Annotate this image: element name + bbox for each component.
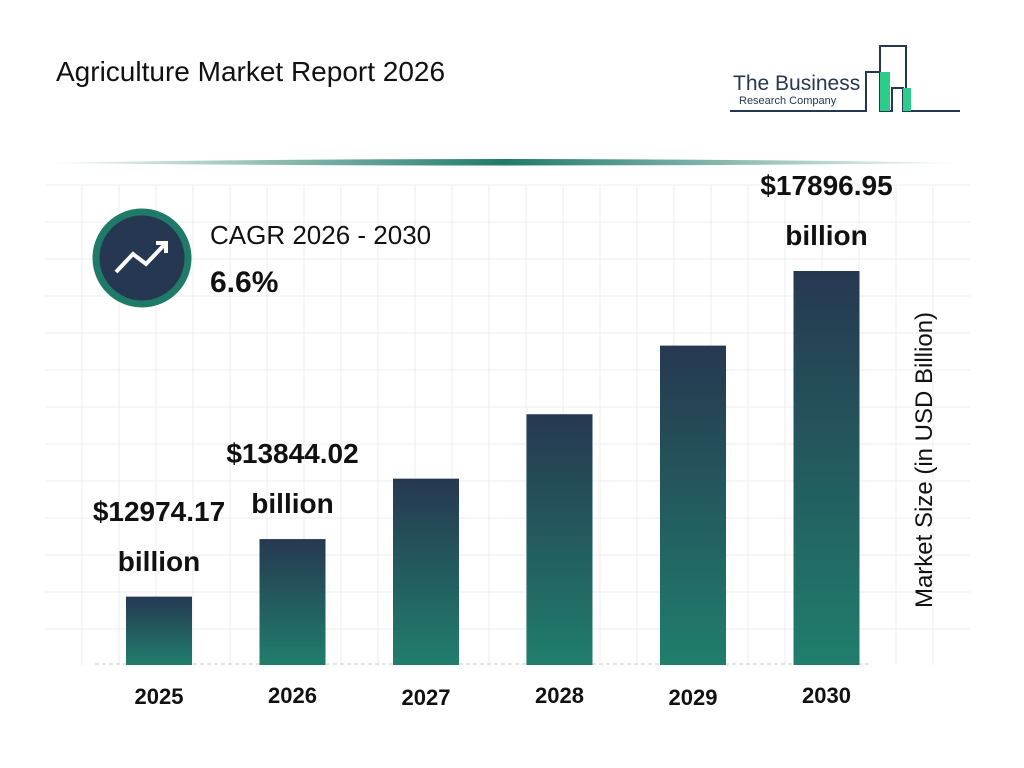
bar [660, 345, 726, 665]
x-tick-label: 2026 [268, 683, 317, 708]
logo-mark [730, 45, 960, 112]
logo-line2: Research Company [739, 95, 837, 107]
cagr-icon [92, 208, 192, 308]
bar [526, 414, 593, 665]
x-tick-label: 2027 [401, 685, 451, 710]
value-label: $17896.95 billion [760, 170, 893, 251]
bar [126, 596, 192, 665]
x-tick-label: 2029 [668, 685, 718, 710]
cagr-arrow [114, 241, 168, 274]
logo-line1: The Business [733, 72, 861, 95]
x-tick-label: 2025 [134, 684, 184, 709]
bar [259, 539, 326, 665]
value-label: $12974.17 billion [92, 495, 226, 577]
bar [793, 271, 860, 665]
bar [393, 478, 459, 665]
divider [40, 159, 970, 166]
x-tick-label: 2030 [802, 683, 851, 708]
y-label: Market Size (in USD Billion) [911, 311, 938, 609]
value-label: $13844.02 billion [226, 438, 359, 520]
cagr-label: CAGR 2026 - 2030 [210, 220, 432, 250]
x-tick-label: 2028 [535, 683, 584, 708]
title: Agriculture Market Report 2026 [56, 56, 446, 87]
grid [45, 184, 970, 665]
cagr-value: 6.6% [210, 266, 279, 299]
